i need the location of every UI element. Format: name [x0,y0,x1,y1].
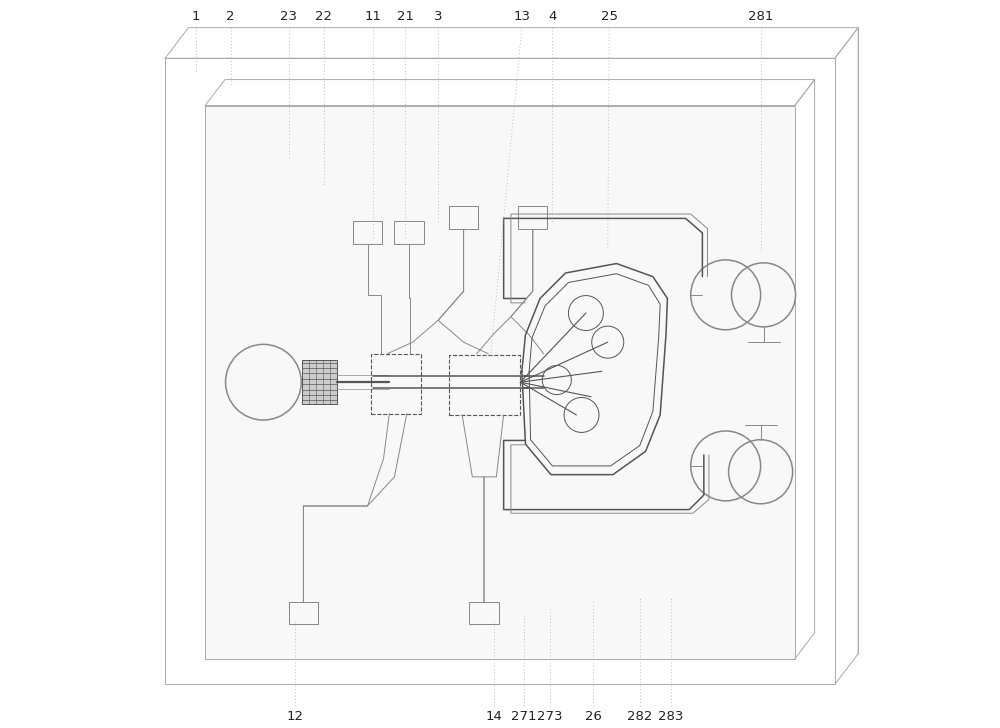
Text: 283: 283 [658,710,684,723]
Bar [394,221,424,244]
Bar [302,360,337,404]
Bar [371,354,421,414]
Text: 11: 11 [364,10,381,23]
Bar [165,58,835,684]
Bar [289,602,318,624]
Text: 26: 26 [585,710,602,723]
Text: 282: 282 [627,710,652,723]
Bar [518,206,547,229]
Text: 3: 3 [434,10,442,23]
Text: 22: 22 [315,10,332,23]
Text: 13: 13 [513,10,530,23]
Text: 1: 1 [191,10,200,23]
Text: 14: 14 [486,710,503,723]
Text: 12: 12 [286,710,303,723]
Text: 21: 21 [397,10,414,23]
Bar [205,106,795,659]
Bar [449,355,520,415]
Text: 4: 4 [548,10,557,23]
Text: 23: 23 [280,10,297,23]
Text: 271: 271 [511,710,537,723]
Bar [449,206,478,229]
Bar [469,602,499,624]
Text: 2: 2 [226,10,235,23]
Text: 273: 273 [537,710,562,723]
Bar [353,221,382,244]
Text: 25: 25 [601,10,618,23]
Text: 281: 281 [748,10,773,23]
